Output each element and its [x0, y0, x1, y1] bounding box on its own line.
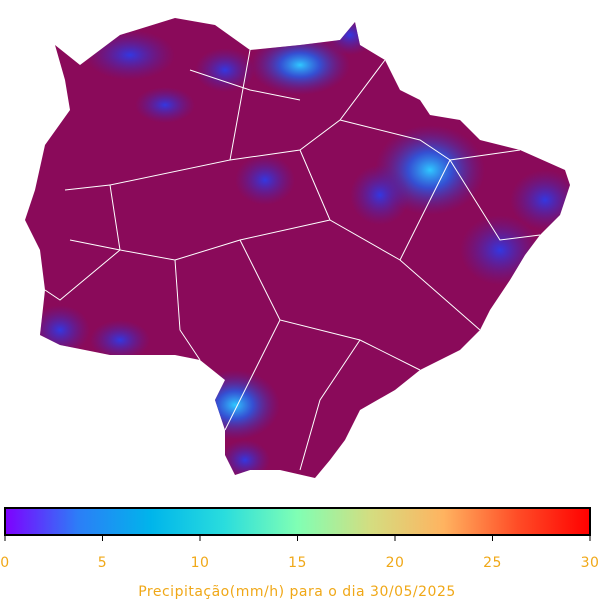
colorbar-tick-label: 10 — [191, 555, 210, 571]
municipal-borders — [44, 49, 541, 471]
colorbar-tick-label: 5 — [98, 555, 107, 571]
colorbar-tick-label: 20 — [386, 555, 405, 571]
colorbar-label: Precipitação(mm/h) para o dia 30/05/2025 — [138, 584, 456, 600]
state-map — [25, 18, 570, 478]
colorbar-tick-label: 0 — [0, 555, 9, 571]
colorbar-tick-label: 25 — [483, 555, 502, 571]
colorbar — [4, 507, 591, 536]
colorbar-tick-label: 30 — [581, 555, 600, 571]
colorbar-tick-label: 15 — [288, 555, 307, 571]
